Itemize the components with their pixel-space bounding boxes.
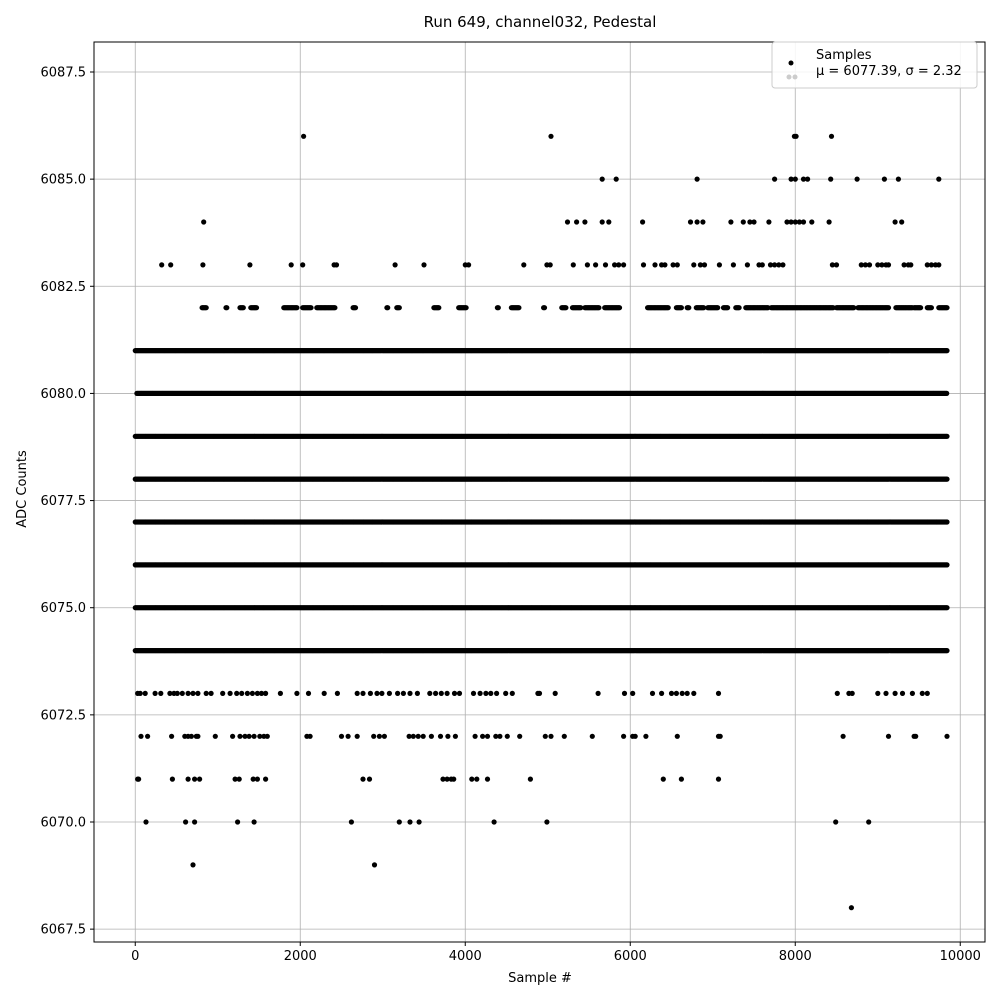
data-point	[944, 476, 950, 482]
data-point	[944, 519, 950, 525]
data-point	[944, 648, 950, 654]
data-points	[132, 133, 950, 911]
data-point	[944, 433, 950, 439]
data-point	[944, 562, 950, 568]
data-point	[944, 605, 950, 611]
